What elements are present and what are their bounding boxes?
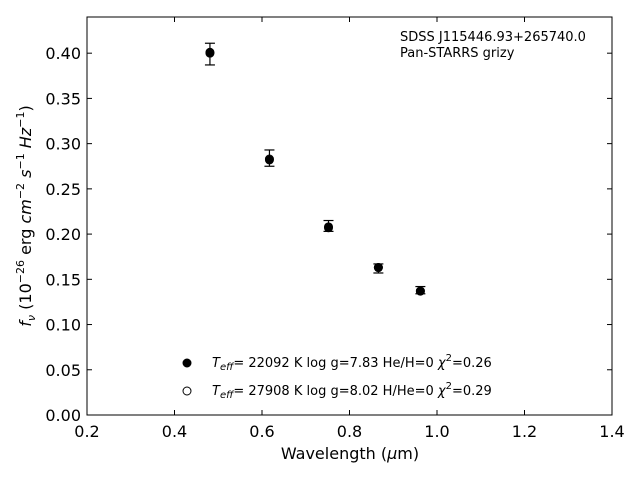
legend-entry: Teff= 22092 K log g=7.83 He/H=0 χ2=0.26 — [182, 353, 492, 373]
y-tick-label: 0.00 — [45, 406, 81, 425]
x-tick-label: 0.2 — [74, 422, 99, 441]
model-point-open — [415, 286, 425, 296]
x-tick-label: 1.0 — [424, 422, 449, 441]
x-axis-ticks: 0.2 0.4 0.6 0.8 1.0 1.2 1.4 — [74, 17, 625, 441]
legend-marker-open — [182, 386, 192, 396]
legend-label: Teff= 27908 K log g=8.02 H/He=0 χ2=0.29 — [212, 381, 492, 401]
model-point-open — [205, 48, 215, 58]
y-axis-label: fν (10−26 erg cm−2 s−1 Hz−1) — [14, 105, 38, 326]
y-tick-label: 0.35 — [45, 89, 81, 108]
error-bars — [204, 42, 426, 295]
annotation-object-name: SDSS J115446.93+265740.0 — [400, 30, 586, 45]
model-point-open — [373, 263, 383, 273]
y-tick-label: 0.40 — [45, 44, 81, 63]
y-tick-label: 0.15 — [45, 270, 81, 289]
model-point-open — [324, 222, 333, 232]
y-tick-label: 0.10 — [45, 316, 81, 335]
y-tick-label: 0.20 — [45, 225, 81, 244]
model-point-open — [264, 154, 274, 164]
y-tick-label: 0.30 — [45, 135, 81, 154]
x-tick-label: 1.2 — [512, 422, 537, 441]
legend: Teff= 22092 K log g=7.83 He/H=0 χ2=0.26 T… — [182, 353, 492, 401]
legend-label: Teff= 22092 K log g=7.83 He/H=0 χ2=0.26 — [212, 353, 492, 373]
x-axis-label: Wavelength (μm) — [281, 444, 419, 463]
data-markers — [205, 47, 425, 296]
y-tick-label: 0.05 — [45, 361, 81, 380]
y-tick-label: 0.25 — [45, 180, 81, 199]
legend-entry: Teff= 27908 K log g=8.02 H/He=0 χ2=0.29 — [182, 381, 492, 401]
x-tick-label: 0.4 — [162, 422, 187, 441]
x-tick-label: 1.4 — [599, 422, 624, 441]
y-axis-ticks: 0.00 0.05 0.10 0.15 0.20 0.25 0.30 0.35 0.40 — [45, 44, 612, 425]
legend-marker-filled — [182, 358, 192, 368]
x-tick-label: 0.8 — [337, 422, 362, 441]
annotation-survey: Pan-STARRS grizy — [400, 46, 515, 61]
x-tick-label: 0.6 — [249, 422, 274, 441]
